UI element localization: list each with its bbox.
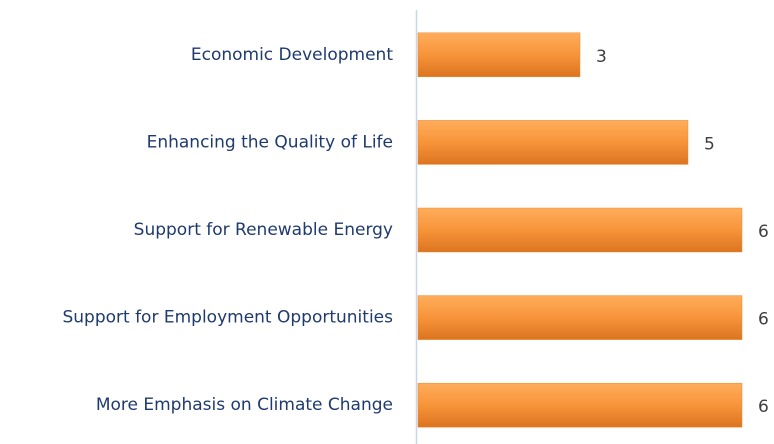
bar	[417, 32, 581, 78]
bar	[417, 120, 689, 165]
value-label: 6	[758, 222, 769, 242]
value-label: 5	[704, 134, 715, 154]
category-label: More Emphasis on Climate Change	[96, 395, 393, 415]
category-label: Support for Employment Opportunities	[62, 308, 393, 328]
category-label: Enhancing the Quality of Life	[147, 132, 393, 152]
bar	[417, 295, 743, 340]
category-label: Support for Renewable Energy	[134, 220, 393, 240]
bar	[417, 382, 743, 428]
bar	[417, 207, 743, 253]
value-label: 3	[596, 47, 607, 67]
value-label: 6	[758, 310, 769, 330]
value-label: 6	[758, 397, 769, 417]
category-label: Economic Development	[191, 45, 393, 65]
